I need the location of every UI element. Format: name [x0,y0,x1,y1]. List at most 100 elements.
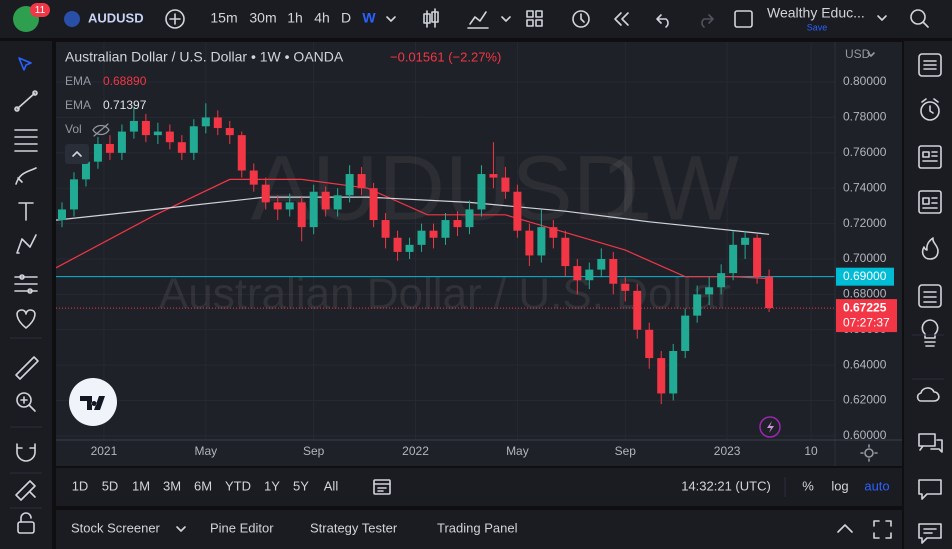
chart-panel [56,42,902,466]
scale-option[interactable]: log [831,478,848,493]
candle-body [165,131,174,143]
range-button[interactable]: 1M [132,478,150,493]
right-toolbar [904,41,952,549]
range-button[interactable]: 5D [102,478,119,493]
y-tick-label: 0.70000 [843,251,887,265]
interval-menu[interactable] [386,16,396,22]
range-button[interactable]: 6M [194,478,212,493]
range-button[interactable]: 5Y [293,478,309,493]
candle-body [105,143,114,153]
candle-body [261,184,270,203]
hidden-eye-icon[interactable] [92,123,110,137]
candle-body [525,230,534,256]
candle-body [729,244,738,274]
y-tick-label: 0.80000 [843,74,887,88]
right-separators [912,334,944,380]
candle-body [501,177,510,192]
candle-body [585,269,594,281]
last-price-label: 0.67225 [843,300,887,314]
candle-body [657,358,666,394]
horizontal-line-label: 0.69000 [843,269,887,283]
scale-option[interactable]: % [802,478,814,493]
candle-body [537,227,546,256]
candle-body [645,329,654,359]
candle-body [189,126,198,153]
candle-body [717,273,726,288]
candle-body [345,174,354,196]
save-label[interactable]: Save [807,22,828,32]
notification-count: 11 [35,5,46,16]
countdown: 07:27:37 [843,315,890,329]
layout-name[interactable]: Wealthy Educ... [767,5,865,21]
range-button[interactable]: YTD [225,478,251,493]
ema-value: 0.68890 [103,74,147,88]
interval[interactable]: W [362,10,376,26]
candle-body [177,142,186,153]
candle-body [369,188,378,221]
candle-body [573,266,582,281]
range-button[interactable]: 1Y [264,478,280,493]
fullscreen-icon[interactable] [734,10,753,28]
candle-body [309,191,318,228]
candle-body [417,230,426,245]
expand-panel[interactable] [837,524,853,533]
candle-style-icon[interactable] [423,8,439,28]
settings-icon[interactable] [860,444,878,462]
y-tick-label: 0.64000 [843,357,887,371]
undo-icon[interactable] [656,14,669,28]
candle-body [597,258,606,270]
panel-tab[interactable]: Strategy Tester [310,520,398,535]
y-tick-label: 0.74000 [843,180,887,194]
candle-body [285,202,294,210]
flag-icon [64,11,80,27]
candle-body [477,174,486,210]
horizontal-line-tag [836,267,894,286]
candle-body [333,195,342,210]
alert-icon[interactable] [572,10,590,28]
x-tick-label: May [506,444,529,458]
right-tools[interactable] [916,53,943,544]
symbol[interactable]: AUDUSD [88,10,144,25]
range-button[interactable]: 3M [163,478,181,493]
range-button[interactable]: All [324,478,339,493]
maximize-panel[interactable] [873,520,892,539]
templates-icon[interactable] [526,10,543,27]
interval[interactable]: 30m [249,10,276,26]
interval[interactable]: 4h [314,10,330,26]
currency[interactable]: USD [845,47,871,61]
range-button[interactable]: 1D [72,478,89,493]
indicators-menu[interactable] [501,16,511,22]
collapse-button[interactable] [65,144,89,164]
scale-option[interactable]: auto [864,478,889,493]
date-range-icon[interactable] [373,479,391,495]
candle-body [225,128,234,136]
search-icon[interactable] [910,9,929,28]
lightning-bolt [767,421,774,433]
candle-body [273,202,282,210]
left-toolbar [0,41,52,549]
replay-icon[interactable] [614,12,629,26]
y-tick-label: 0.60000 [843,428,887,442]
layout-menu[interactable] [877,15,887,21]
currency-menu[interactable] [867,52,875,57]
candle-body [57,209,66,221]
interval[interactable]: D [341,10,351,26]
ema-line [55,196,770,235]
panel-tab[interactable]: Stock Screener [71,520,161,535]
candle-body [753,237,762,277]
y-tick-label: 0.68000 [843,287,887,301]
panel-tab[interactable]: Trading Panel [437,520,518,535]
legend-title: Australian Dollar / U.S. Dollar • 1W • O… [65,49,344,65]
x-tick-label: 2021 [91,444,118,458]
panel-tab[interactable]: Pine Editor [210,520,274,535]
candle-body [453,220,462,228]
candle-body [513,191,522,231]
add-symbol-icon[interactable] [165,9,185,29]
left-tools[interactable] [14,57,39,534]
interval[interactable]: 1h [287,10,303,26]
panel-menu[interactable] [176,526,186,532]
indicators-icon[interactable] [467,11,489,29]
candle-body [429,230,438,238]
candle-body [465,209,474,228]
interval[interactable]: 15m [210,10,237,26]
